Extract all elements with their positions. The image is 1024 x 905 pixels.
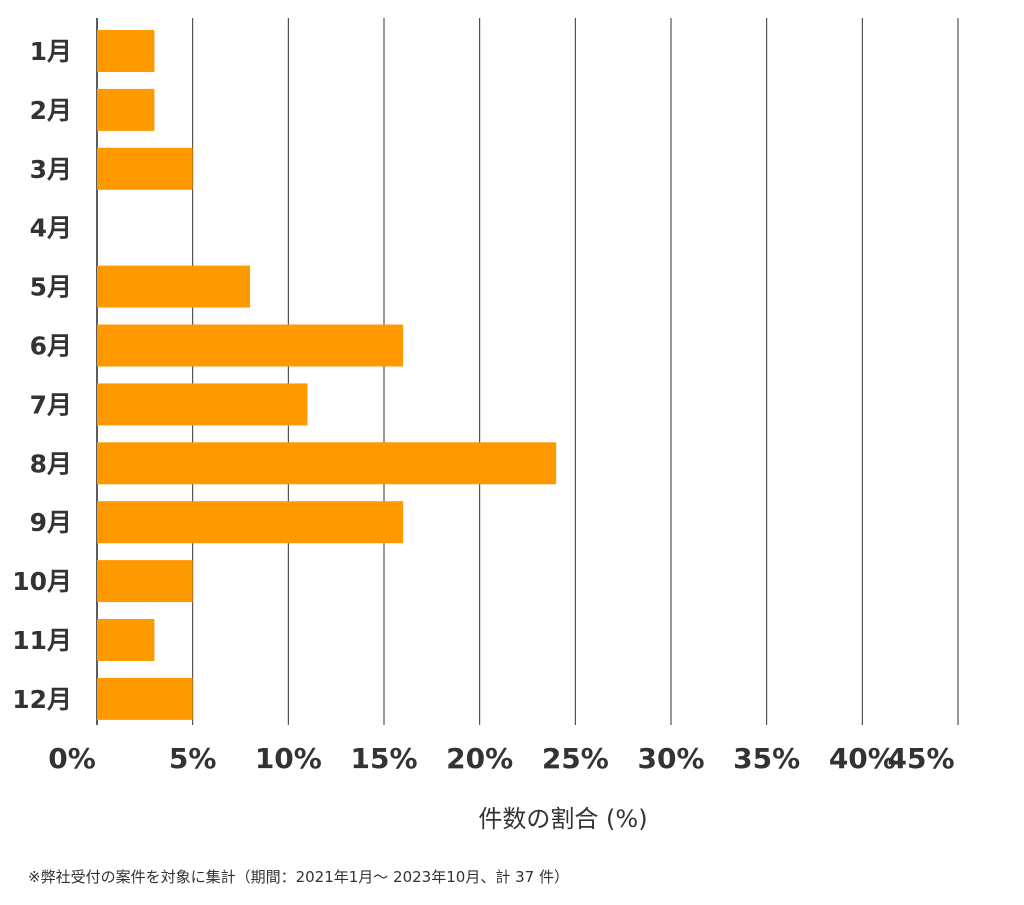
grid-lines (96, 18, 959, 725)
tick-label-35: 35% (733, 742, 800, 775)
bar-9 (97, 501, 404, 544)
category-label-6: 6月 (30, 332, 72, 361)
bar-6 (97, 324, 404, 367)
footnote: ※弊社受付の案件を対象に集計（期間：2021年1月～ 2023年10月、計 37… (28, 868, 569, 886)
category-label-11: 11月 (12, 626, 72, 655)
tick-label-45: 45% (887, 742, 954, 775)
bar-8 (97, 442, 557, 485)
tick-labels: 0% 5% 10% 15% 20% 25% 30% 35% 40%45% (48, 742, 954, 775)
category-label-10: 10月 (12, 567, 72, 596)
tick-label-40: 40% (829, 742, 896, 775)
category-label-7: 7月 (30, 390, 72, 419)
category-labels: 1月 2月 3月 4月 5月 6月 7月 8月 9月 10月 11月 12月 (12, 37, 72, 714)
bar-5 (97, 265, 251, 308)
bar-1 (97, 30, 155, 72)
x-axis-title: 件数の割合 (%) (478, 805, 647, 833)
tick-label-10: 10% (255, 742, 322, 775)
bar-3 (97, 147, 193, 190)
category-label-4: 4月 (30, 214, 72, 243)
bars (97, 30, 557, 720)
tick-label-15: 15% (350, 742, 417, 775)
category-label-1: 1月 (30, 37, 72, 66)
tick-label-25: 25% (542, 742, 609, 775)
bar-11 (97, 619, 155, 661)
category-label-12: 12月 (12, 685, 72, 714)
bar-12 (97, 677, 193, 720)
bar-7 (97, 383, 308, 426)
category-label-2: 2月 (30, 96, 72, 125)
tick-label-0: 0% (48, 742, 96, 775)
tick-label-20: 20% (446, 742, 513, 775)
tick-label-5: 5% (169, 742, 217, 775)
category-label-8: 8月 (30, 449, 72, 478)
category-label-9: 9月 (30, 508, 72, 537)
bar-10 (97, 560, 193, 603)
category-label-3: 3月 (30, 155, 72, 184)
tick-label-30: 30% (637, 742, 704, 775)
bar-2 (97, 88, 155, 131)
category-label-5: 5月 (30, 273, 72, 302)
